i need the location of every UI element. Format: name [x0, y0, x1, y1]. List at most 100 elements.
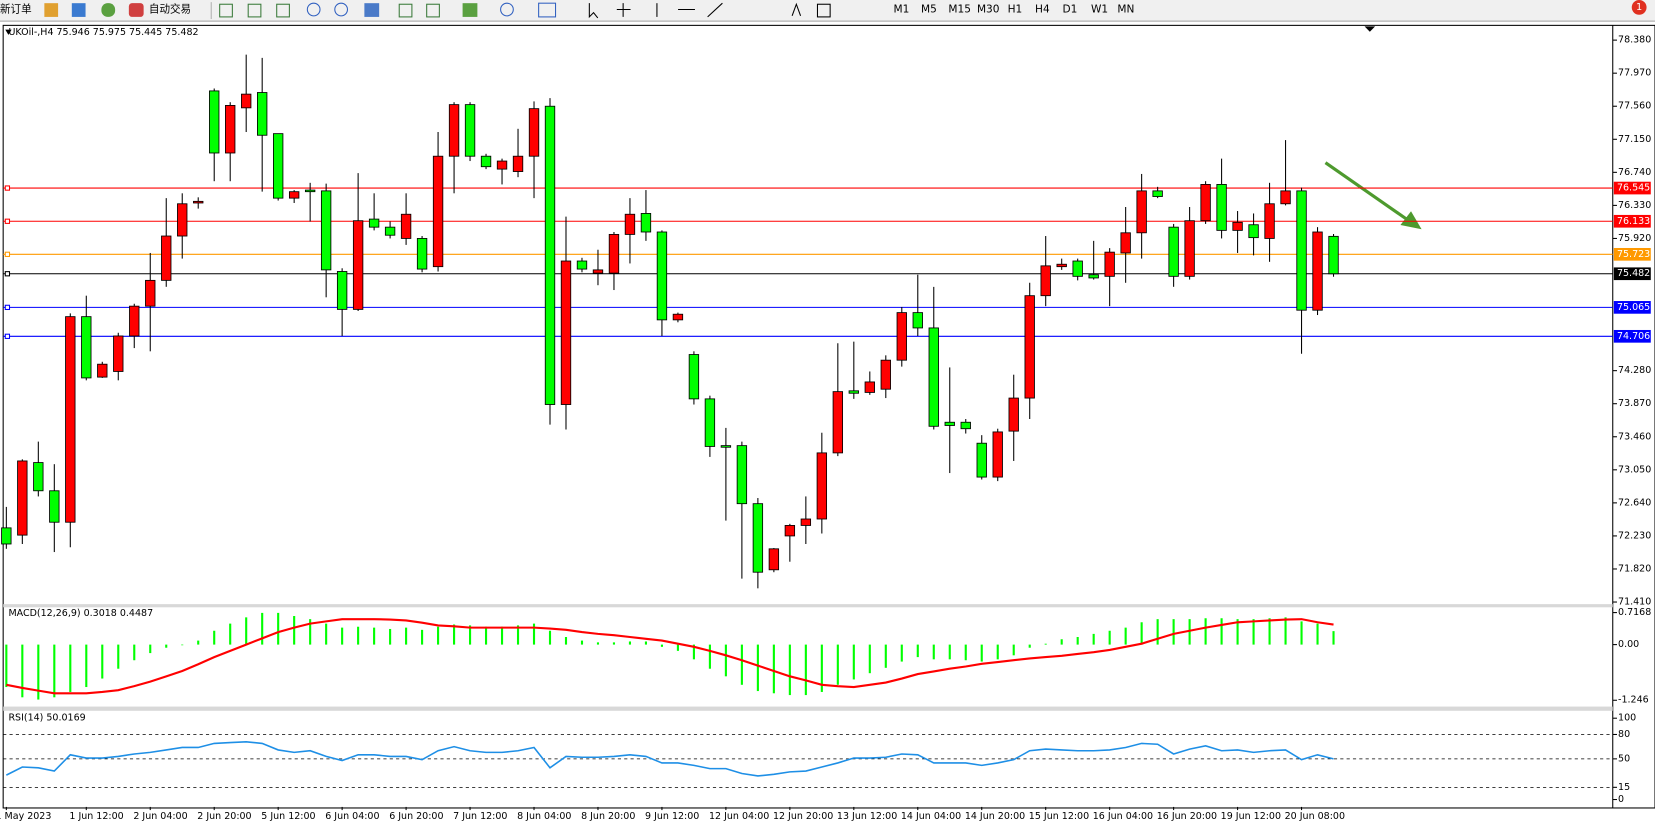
macd-bar — [628, 641, 632, 645]
macd-bar — [820, 644, 823, 692]
macd-bar — [708, 644, 711, 669]
trendline-tool[interactable] — [707, 2, 723, 18]
timeframe-button[interactable]: M1 — [894, 4, 910, 16]
timeframe-button[interactable]: D1 — [1062, 4, 1077, 16]
macd-bar — [948, 644, 951, 660]
candle-body — [752, 503, 764, 573]
icon[interactable] — [71, 3, 86, 17]
x-tick-label: 2 Jun 04:00 — [133, 811, 187, 822]
macd-bar — [724, 644, 727, 677]
icon[interactable] — [219, 3, 233, 18]
auto-trading-icon[interactable] — [128, 3, 144, 17]
macd-bar — [532, 623, 536, 645]
y-tick-label: 71.820 — [1618, 563, 1651, 574]
macd-bar — [5, 644, 8, 688]
price-tag: 75.065 — [1617, 302, 1650, 313]
macd-bar — [1044, 643, 1047, 645]
macd-bar — [1332, 631, 1335, 645]
candle-body — [368, 218, 380, 228]
line-handle — [4, 304, 11, 311]
macd-bar — [1140, 622, 1143, 645]
timeframe-button[interactable]: W1 — [1091, 4, 1108, 16]
price-tag-bg — [1613, 181, 1651, 195]
y-tick-label: 72.230 — [1618, 530, 1651, 541]
macd-bar — [516, 625, 520, 645]
icon[interactable] — [101, 3, 116, 17]
y-tick-label: 50 — [1618, 753, 1630, 764]
icon[interactable] — [364, 3, 380, 17]
x-tick-label: 6 Jun 20:00 — [389, 811, 443, 822]
candle-body — [177, 203, 188, 237]
y-tick-label: 78.380 — [1618, 35, 1651, 46]
candle-body — [1024, 295, 1035, 399]
badge[interactable]: 1 — [1636, 2, 1642, 13]
macd-bar — [1108, 630, 1111, 645]
macd-bar — [117, 644, 120, 669]
label-tool[interactable] — [816, 3, 831, 18]
text-tool[interactable] — [791, 2, 802, 17]
panel-title: MACD(12,26,9) 0.3018 0.4487 — [8, 608, 153, 619]
candle-body — [1056, 263, 1067, 268]
macd-bar — [197, 640, 200, 645]
new-order[interactable]: 新订单 — [0, 3, 32, 16]
timeframe-button[interactable]: MN — [1117, 4, 1134, 16]
icon[interactable] — [276, 3, 290, 18]
candle-body — [1072, 260, 1083, 277]
macd-bar — [804, 644, 807, 696]
x-tick-label: 12 Jun 04:00 — [709, 811, 769, 822]
icon[interactable] — [247, 3, 262, 18]
y-tick-label: 73.460 — [1618, 431, 1651, 442]
candle-body — [1088, 274, 1099, 279]
candle-body — [880, 359, 891, 390]
macd-bar — [1188, 619, 1191, 645]
zoom-out[interactable] — [334, 2, 349, 17]
x-tick-label: 19 Jun 12:00 — [1221, 811, 1281, 822]
macd-bar — [596, 642, 600, 645]
timeframe-button[interactable]: M30 — [977, 4, 1000, 16]
y-tick-label: 76.740 — [1618, 167, 1651, 178]
candle-body — [352, 220, 364, 310]
candle-body — [17, 460, 28, 536]
timeframe-button[interactable]: M15 — [948, 4, 971, 16]
icon[interactable] — [500, 2, 514, 17]
timeframe-button[interactable]: H4 — [1035, 4, 1050, 16]
candle-body — [816, 452, 828, 520]
panel-separator — [3, 706, 1613, 711]
macd-bar — [484, 626, 488, 645]
macd-signal — [6, 618, 1334, 695]
macd-bar — [229, 623, 232, 645]
candle-body — [896, 312, 907, 361]
candle-body — [1280, 190, 1291, 205]
auto-trading[interactable]: 自动交易 — [149, 3, 191, 16]
x-tick-label: 1 Jun 12:00 — [69, 811, 123, 822]
macd-bar — [245, 617, 248, 645]
candle-body — [672, 313, 684, 321]
candle-body — [288, 191, 300, 199]
timeframe-button[interactable]: M5 — [921, 4, 937, 16]
candle-body — [496, 160, 508, 170]
y-tick-label: 71.410 — [1618, 597, 1651, 608]
icon[interactable] — [538, 2, 557, 18]
cursor-tool[interactable] — [588, 3, 599, 19]
zoom-in[interactable] — [306, 2, 321, 17]
timeframe-button[interactable]: H1 — [1008, 4, 1023, 16]
crosshair-tool[interactable] — [616, 3, 631, 17]
icon[interactable] — [426, 3, 440, 18]
x-tick-label: 5 Jun 12:00 — [261, 811, 315, 822]
icon[interactable] — [44, 3, 59, 17]
candle-body — [1264, 203, 1275, 239]
y-tick-label: 74.280 — [1618, 365, 1651, 376]
icon[interactable] — [462, 3, 478, 17]
candle-body — [736, 445, 748, 505]
y-tick-label: 77.560 — [1618, 101, 1651, 112]
macd-bar — [740, 644, 743, 685]
candle-body — [161, 235, 172, 281]
macd-bar — [1172, 619, 1175, 645]
candle-body — [912, 312, 923, 329]
candle-body — [800, 518, 812, 526]
icon[interactable] — [398, 3, 413, 18]
x-tick-label: 14 Jun 04:00 — [901, 811, 961, 822]
candle-body — [400, 213, 412, 239]
candle-body — [592, 269, 604, 274]
panel-title: UKOil-,H4 75.946 75.975 75.445 75.482 — [8, 27, 198, 38]
